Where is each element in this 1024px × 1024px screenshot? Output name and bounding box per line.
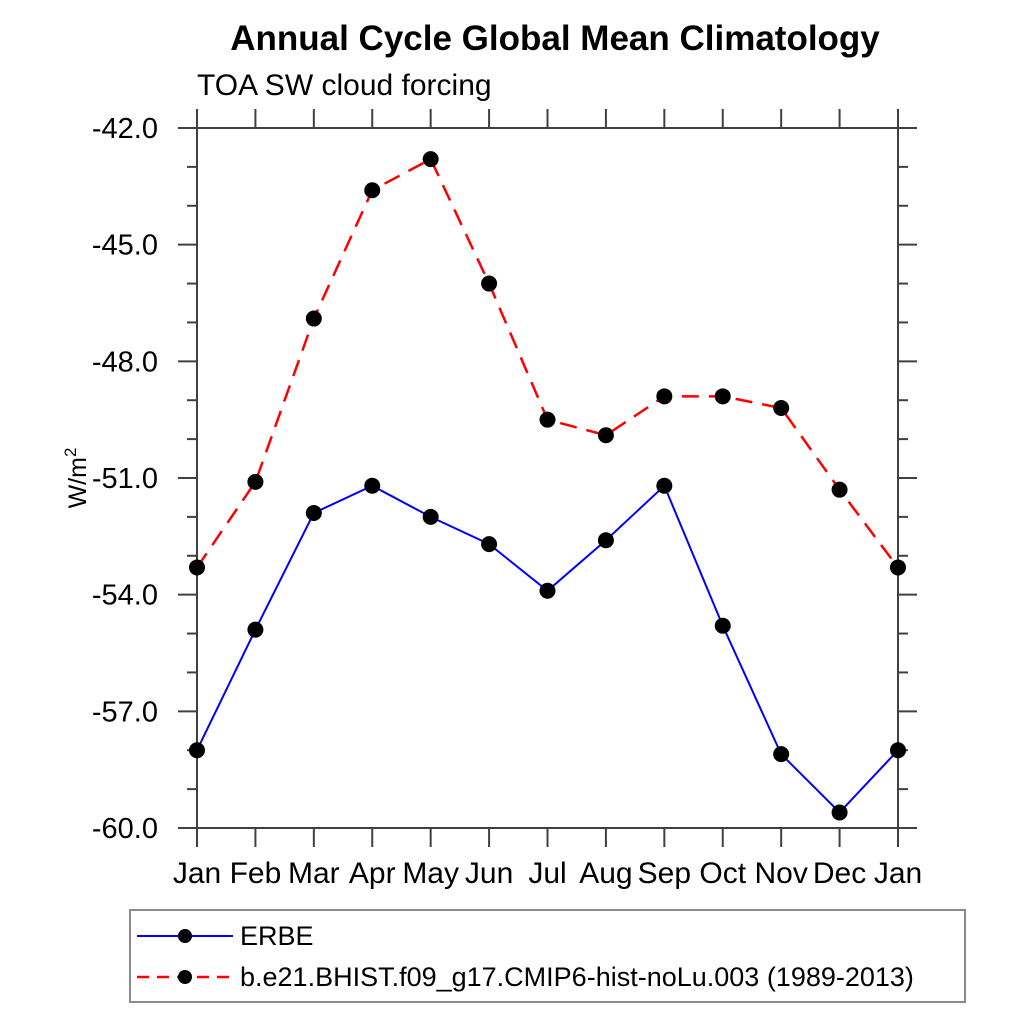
data-point-marker <box>714 617 731 634</box>
legend-label: ERBE <box>240 921 314 951</box>
x-tick-label: Jan <box>874 857 922 890</box>
legend: ERBE b.e21.BHIST.f09_g17.CMIP6-hist-noLu.… <box>129 909 966 1003</box>
data-point-marker <box>773 400 790 416</box>
series-line-0 <box>196 484 899 814</box>
y-axis-label-text: W/m2 <box>61 448 92 509</box>
legend-rows: ERBE b.e21.BHIST.f09_g17.CMIP6-hist-noLu.… <box>137 921 914 992</box>
data-point-marker <box>714 388 731 405</box>
data-point-marker <box>656 477 673 494</box>
data-point-marker <box>305 505 322 521</box>
data-point-marker <box>247 621 264 638</box>
y-tick-label: -51.0 <box>92 463 158 495</box>
legend-box <box>129 909 966 1003</box>
x-tick-label: Oct <box>699 857 746 890</box>
data-point-marker <box>422 508 439 525</box>
series-line-1 <box>195 157 899 569</box>
x-tick-label: Sep <box>638 857 691 890</box>
x-tick-label: Jan <box>173 857 221 890</box>
legend-marker <box>178 929 192 943</box>
data-point-marker <box>364 182 381 199</box>
y-tick-label: -48.0 <box>92 346 158 378</box>
data-point-marker <box>890 559 906 576</box>
axes: Jan Feb Mar Apr May Jun Jul Aug Sep Oct Nov Dec Jan-… <box>92 109 922 890</box>
data-point-marker <box>481 536 498 553</box>
y-tick-label: -57.0 <box>92 696 158 728</box>
data-point-marker <box>189 742 205 759</box>
data-point-marker <box>597 427 614 444</box>
data-point-marker <box>539 411 556 428</box>
x-tick-label: Mar <box>288 857 340 890</box>
chart-subtitle: TOA SW cloud forcing <box>197 69 492 102</box>
data-point-marker <box>305 310 322 327</box>
data-point-marker <box>189 559 205 576</box>
plot-frame <box>196 127 899 829</box>
data-point-marker <box>890 742 906 759</box>
x-tick-label: Nov <box>754 857 807 890</box>
data-point-marker <box>422 151 439 168</box>
data-point-marker <box>773 746 790 763</box>
data-point-marker <box>831 804 848 821</box>
data-point-marker <box>481 275 498 292</box>
x-tick-label: May <box>402 857 459 890</box>
y-tick-label: -42.0 <box>92 113 158 145</box>
legend-marker <box>178 970 192 984</box>
legend-label: b.e21.BHIST.f09_g17.CMIP6-hist-noLu.003 … <box>240 962 914 992</box>
data-series <box>189 151 906 821</box>
x-tick-label: Dec <box>813 857 866 890</box>
y-tick-label: -60.0 <box>92 813 158 845</box>
data-point-marker <box>831 481 848 498</box>
x-tick-label: Aug <box>579 857 632 890</box>
data-point-marker <box>597 532 614 549</box>
y-tick-label: -54.0 <box>92 580 158 612</box>
x-tick-label: Feb <box>230 857 282 890</box>
x-tick-label: Jun <box>465 857 513 890</box>
data-point-marker <box>539 582 556 599</box>
data-point-marker <box>656 388 673 405</box>
x-tick-label: Jul <box>528 857 566 890</box>
data-point-marker <box>364 477 381 494</box>
data-point-marker <box>247 473 264 490</box>
x-tick-label: Apr <box>349 857 396 890</box>
chart-title: Annual Cycle Global Mean Climatology <box>230 19 880 58</box>
y-axis-label: W/m2 <box>61 448 92 509</box>
y-tick-label: -45.0 <box>92 230 158 262</box>
